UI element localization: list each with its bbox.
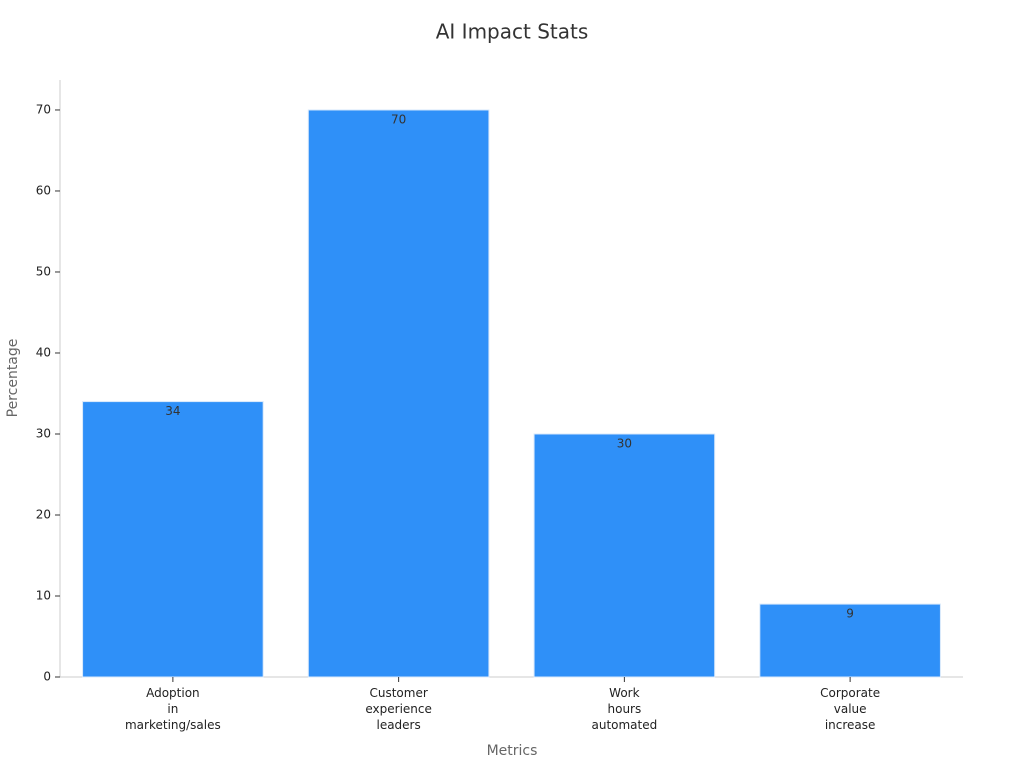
y-tick-label: 0 [43,670,51,684]
x-tick-label: Customer experience leaders [365,686,432,732]
bar [82,401,264,678]
bar [307,109,490,678]
y-tick-label: 30 [36,426,51,440]
bar [533,433,716,678]
x-tick-label: Corporate value increase [820,686,880,732]
y-tick-label: 20 [36,507,51,521]
y-tick-label: 50 [36,264,51,278]
value-label: 30 [617,436,632,450]
x-axis-label: Metrics [487,743,538,759]
y-tick-label: 40 [36,345,51,359]
bar [759,603,941,678]
value-label: 70 [391,112,406,126]
value-label: 34 [165,404,180,418]
value-label: 9 [846,607,854,621]
y-tick-label: 70 [36,102,51,116]
chart-title: AI Impact Stats [436,20,589,44]
y-axis-label: Percentage [5,339,21,418]
y-tick-label: 60 [36,183,51,197]
x-tick-label: Work hours automated [591,686,657,732]
y-tick-label: 10 [36,588,51,602]
x-tick-label: Adoption in marketing/sales [125,686,221,732]
